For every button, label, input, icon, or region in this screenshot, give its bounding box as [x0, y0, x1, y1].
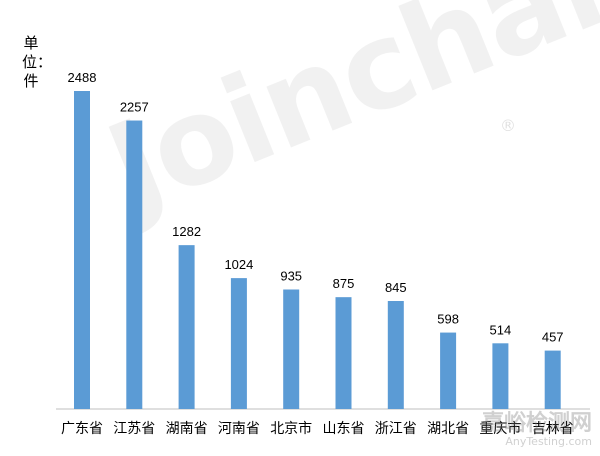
bar-4 [283, 289, 300, 409]
brand-name-en: AnyTesting.com [505, 435, 592, 448]
bar-0 [74, 91, 90, 409]
category-label-7: 湖北省 [427, 421, 469, 437]
bar-9 [544, 350, 561, 409]
bar-8 [492, 343, 509, 409]
brand-logo: 嘉峪检测网 AnyTesting.com [481, 411, 592, 449]
data-label-0: 2488 [68, 70, 97, 85]
data-label-5: 875 [333, 276, 355, 291]
category-label-3: 河南省 [218, 421, 260, 437]
category-label-1: 江苏省 [113, 421, 155, 437]
category-label-8: 重庆市 [479, 420, 521, 437]
data-label-9: 457 [542, 330, 564, 345]
category-label-5: 山东省 [323, 421, 365, 437]
bar-5 [335, 297, 352, 409]
data-label-4: 935 [280, 268, 302, 283]
data-label-1: 2257 [120, 100, 149, 115]
category-label-0: 广东省 [61, 421, 103, 437]
data-label-8: 514 [490, 322, 512, 337]
category-label-9: 吉林省 [532, 421, 574, 437]
bar-1 [126, 120, 143, 410]
data-label-2: 1282 [172, 224, 201, 239]
category-label-6: 浙江省 [375, 421, 417, 437]
registered-mark: ® [500, 116, 516, 135]
data-label-3: 1024 [224, 257, 253, 272]
bar-3 [230, 278, 247, 409]
bar-2 [178, 245, 195, 409]
brand-name-cn: 嘉峪检测网 [481, 411, 592, 436]
category-label-2: 湖南省 [166, 421, 208, 437]
data-label-7: 598 [437, 312, 459, 327]
data-label-6: 845 [385, 280, 407, 295]
bar-6 [387, 300, 404, 409]
bar-7 [440, 332, 457, 409]
category-label-4: 北京市 [270, 420, 312, 437]
